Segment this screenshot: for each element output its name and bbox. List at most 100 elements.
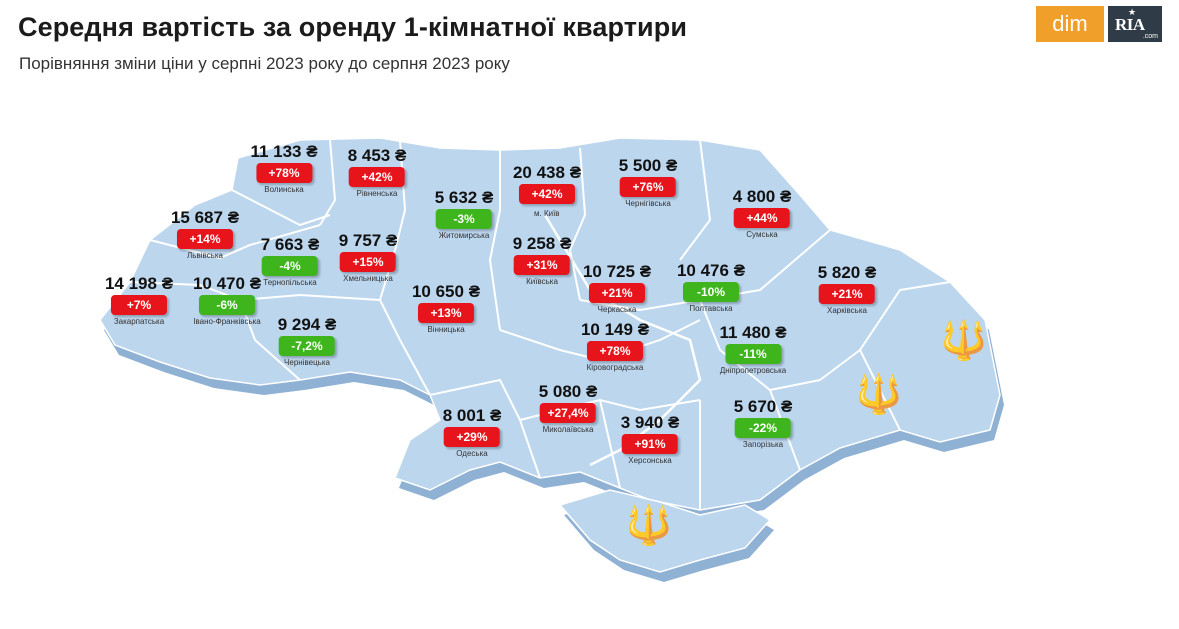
region-zaporizka: 5 670 ₴ -22% Запорізька <box>734 397 793 450</box>
region-price: 10 149 ₴ <box>580 320 650 339</box>
map-mainland <box>99 137 1001 511</box>
region-chernihivska: 5 500 ₴ +76% Чернігівська <box>619 156 678 209</box>
region-price: 7 663 ₴ <box>260 235 320 254</box>
region-kharkivska: 5 820 ₴ +21% Харківська <box>818 263 877 316</box>
region-odeska: 8 001 ₴ +29% Одеська <box>443 406 502 459</box>
region-name: Чернівецька <box>284 358 330 367</box>
region-name: Кіровоградська <box>586 363 644 372</box>
region-price: 5 080 ₴ <box>538 382 598 401</box>
region-cherkaska: 10 725 ₴ +21% Черкаська <box>583 262 651 315</box>
region-name: Херсонська <box>628 456 672 465</box>
region-name: Сумська <box>746 230 778 239</box>
region-zhytomyrska: 5 632 ₴ -3% Житомирська <box>435 188 494 241</box>
region-name: Чернігівська <box>625 199 671 208</box>
crimea <box>558 489 772 573</box>
dim-ria-logo[interactable]: dim ★ RIA .com <box>1036 6 1162 42</box>
kyiv-city-label: м. Київ <box>534 209 560 218</box>
region-name: Вінницька <box>427 325 465 334</box>
region-change-badge: +14% <box>177 229 233 249</box>
region-poltavska: 10 476 ₴ -10% Полтавська <box>677 261 745 314</box>
region-name: Тернопільська <box>263 278 317 287</box>
trident-icon: 🔱 <box>940 318 988 362</box>
region-vinnytska: 10 650 ₴ +13% Вінницька <box>412 282 480 335</box>
region-name: Хмельницька <box>343 274 393 283</box>
logo-ria: ★ RIA .com <box>1108 6 1162 42</box>
region-name: Запорізька <box>742 440 784 449</box>
logo-dim: dim <box>1036 6 1104 42</box>
region-khersonska: 3 940 ₴ +91% Херсонська <box>621 413 680 466</box>
region-change-badge: +42% <box>348 167 405 187</box>
region-change-badge: +21% <box>818 284 875 304</box>
region-dnipropetrovska: 11 480 ₴ -11% Дніпропетровська <box>719 323 786 376</box>
region-name: Закарпатська <box>113 317 165 326</box>
region-name: Волинська <box>264 185 304 194</box>
region-price: 10 650 ₴ <box>411 282 481 301</box>
region-price: 5 820 ₴ <box>817 263 877 282</box>
region-chernivetska: 9 294 ₴ -7,2% Чернівецька <box>278 315 337 368</box>
region-name: Черкаська <box>597 305 637 314</box>
region-price: 8 453 ₴ <box>347 146 407 165</box>
region-change-badge: -6% <box>199 295 255 315</box>
region-change-badge: -4% <box>261 256 318 276</box>
region-change-badge: +7% <box>111 295 167 315</box>
region-price: 11 133 ₴ <box>250 142 318 161</box>
region-change-badge: +31% <box>513 255 570 275</box>
region-change-badge: -11% <box>725 344 781 364</box>
region-kirovohradska: 10 149 ₴ +78% Кіровоградська <box>581 320 649 373</box>
region-kyiv-city: 20 438 ₴ +42% <box>513 163 581 204</box>
region-name: Одеська <box>456 449 488 458</box>
region-price: 20 438 ₴ <box>512 163 582 182</box>
trident-icon: 🔱 <box>625 503 673 547</box>
region-change-badge: +27,4% <box>539 403 596 423</box>
region-name: Миколаївська <box>542 425 594 434</box>
region-ternopilska: 7 663 ₴ -4% Тернопільська <box>261 235 320 288</box>
region-change-badge: +91% <box>621 434 678 454</box>
region-name: Житомирська <box>438 231 490 240</box>
region-lvivska: 15 687 ₴ +14% Львівська <box>171 208 239 261</box>
star-icon: ★ <box>1128 7 1137 17</box>
region-mykolaivska: 5 080 ₴ +27,4% Миколаївська <box>539 382 598 435</box>
region-price: 10 470 ₴ <box>192 274 262 293</box>
region-price: 8 001 ₴ <box>442 406 502 425</box>
region-zakarpatska: 14 198 ₴ +7% Закарпатська <box>105 274 173 327</box>
region-price: 9 757 ₴ <box>338 231 398 250</box>
region-name: Київська <box>526 277 558 286</box>
region-rivnenska: 8 453 ₴ +42% Рівненська <box>348 146 407 199</box>
region-price: 5 632 ₴ <box>434 188 494 207</box>
region-price: 11 480 ₴ <box>719 323 787 342</box>
region-change-badge: +13% <box>418 303 474 323</box>
region-price: 5 500 ₴ <box>618 156 678 175</box>
region-name: Рівненська <box>356 189 398 198</box>
region-change-badge: +78% <box>587 341 643 361</box>
region-change-badge: -7,2% <box>278 336 335 356</box>
region-change-badge: +78% <box>256 163 312 183</box>
trident-icon: 🔱 <box>855 372 903 416</box>
region-change-badge: -10% <box>683 282 739 302</box>
region-ivano-frankivska: 10 470 ₴ -6% Івано-Франківська <box>193 274 261 327</box>
region-change-badge: -22% <box>734 418 791 438</box>
logo-ria-domain: .com <box>1142 33 1158 40</box>
region-khmelnytska: 9 757 ₴ +15% Хмельницька <box>339 231 398 284</box>
region-price: 9 294 ₴ <box>277 315 337 334</box>
logo-ria-text: RIA <box>1115 15 1145 34</box>
region-price: 9 258 ₴ <box>512 234 572 253</box>
region-price: 10 725 ₴ <box>582 262 652 281</box>
page-subtitle: Порівняння зміни ціни у серпні 2023 року… <box>19 54 510 73</box>
region-sumska: 4 800 ₴ +44% Сумська <box>733 187 792 240</box>
region-kyivska: 9 258 ₴ +31% Київська <box>513 234 572 287</box>
region-name: Львівська <box>187 251 223 260</box>
region-volynska: 11 133 ₴ +78% Волинська <box>250 142 317 195</box>
region-change-badge: -3% <box>435 209 492 229</box>
region-change-badge: +21% <box>589 283 645 303</box>
region-price: 14 198 ₴ <box>104 274 174 293</box>
region-name: Харківська <box>827 306 867 315</box>
region-price: 15 687 ₴ <box>170 208 240 227</box>
page-title: Середня вартість за оренду 1-кімнатної к… <box>18 12 688 42</box>
region-price: 3 940 ₴ <box>620 413 680 432</box>
region-change-badge: +44% <box>733 208 790 228</box>
region-change-badge: +42% <box>519 184 575 204</box>
region-name: Івано-Франківська <box>193 317 261 326</box>
region-change-badge: +15% <box>339 252 396 272</box>
region-change-badge: +76% <box>619 177 676 197</box>
